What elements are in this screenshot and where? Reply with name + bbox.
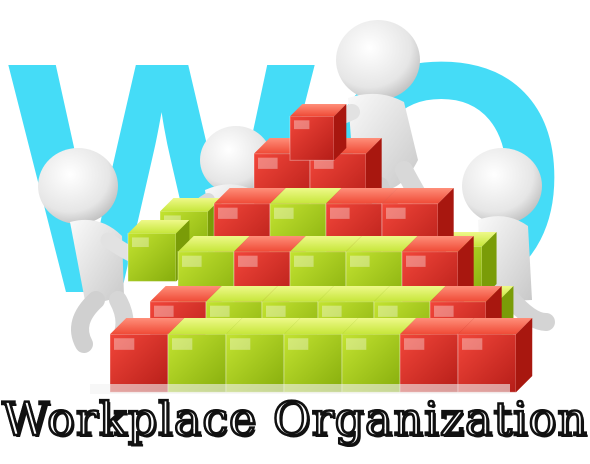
green-cube <box>225 318 301 393</box>
red-cube <box>457 318 533 393</box>
figure-left <box>38 148 158 353</box>
green-cube <box>127 220 190 282</box>
caption-title: Workplace Organization <box>1 391 589 448</box>
cube-pyramid <box>109 104 533 393</box>
red-cube <box>289 104 347 161</box>
